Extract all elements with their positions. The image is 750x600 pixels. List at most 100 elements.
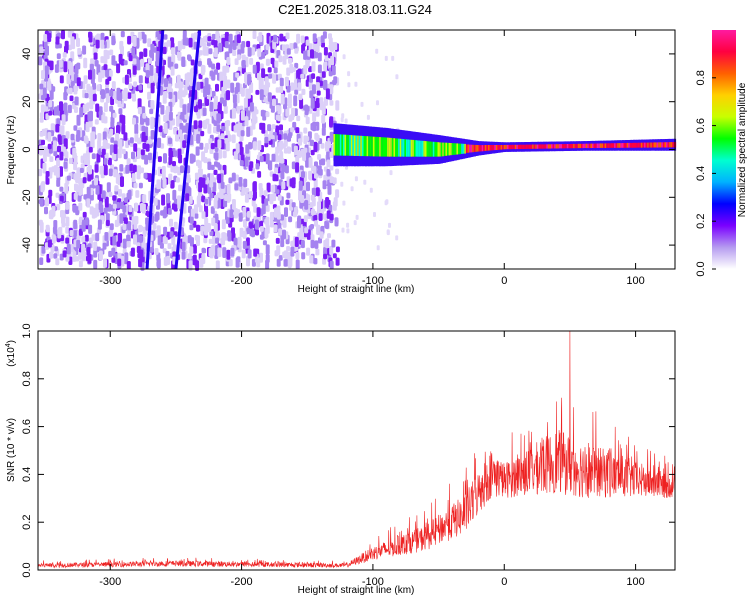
noise-cell bbox=[58, 60, 63, 68]
noise-cell bbox=[52, 140, 57, 152]
noise-cell bbox=[167, 83, 172, 95]
noise-cell bbox=[132, 93, 136, 102]
snr-series-line bbox=[37, 330, 676, 569]
noise-cell bbox=[304, 227, 309, 234]
noise-cell bbox=[261, 68, 266, 78]
signal-core bbox=[352, 135, 355, 156]
signal-core bbox=[639, 142, 642, 148]
noise-cell bbox=[346, 222, 350, 228]
noise-cell bbox=[360, 101, 364, 107]
noise-cell bbox=[192, 254, 197, 266]
signal-core bbox=[391, 138, 394, 157]
noise-cell bbox=[256, 72, 261, 81]
noise-cell bbox=[340, 181, 344, 187]
noise-cell bbox=[286, 146, 291, 152]
noise-cell bbox=[55, 166, 60, 178]
noise-cell bbox=[290, 246, 295, 257]
noise-cell bbox=[38, 56, 43, 66]
noise-cell bbox=[143, 48, 148, 57]
noise-cell bbox=[311, 73, 316, 79]
signal-core bbox=[637, 142, 640, 148]
noise-cell bbox=[224, 194, 229, 201]
noise-cell bbox=[100, 170, 105, 179]
noise-cell bbox=[124, 74, 129, 85]
colorbar-tick-label: 0.8 bbox=[695, 70, 707, 85]
noise-cell bbox=[53, 229, 58, 237]
noise-cell bbox=[188, 260, 193, 271]
noise-cell bbox=[226, 120, 231, 127]
noise-cell bbox=[325, 88, 330, 100]
noise-cell bbox=[174, 83, 179, 89]
noise-cell bbox=[56, 157, 61, 167]
noise-cell bbox=[319, 97, 324, 104]
noise-cell bbox=[59, 195, 64, 202]
noise-cell bbox=[198, 73, 203, 80]
noise-cell bbox=[162, 178, 167, 188]
signal-core bbox=[339, 134, 342, 156]
signal-core bbox=[502, 145, 505, 150]
signal-core bbox=[451, 143, 454, 155]
signal-core bbox=[669, 142, 672, 148]
noise-cell bbox=[97, 133, 102, 142]
noise-cell bbox=[103, 207, 108, 214]
x-tick-label: -300 bbox=[99, 275, 121, 287]
noise-cell bbox=[69, 95, 74, 102]
snr-y-ticks: 0.0 0.2 0.4 0.6 0.8 1.0 bbox=[21, 323, 675, 578]
noise-cell bbox=[354, 176, 358, 182]
noise-cell bbox=[127, 221, 132, 231]
colorbar-tick-label: 0.6 bbox=[695, 118, 707, 133]
noise-cell bbox=[246, 227, 251, 234]
noise-cell bbox=[88, 69, 92, 80]
signal-core bbox=[555, 144, 558, 149]
noise-cell bbox=[59, 186, 64, 192]
noise-cell bbox=[220, 139, 225, 150]
signal-core bbox=[410, 139, 413, 157]
noise-cell bbox=[116, 241, 121, 247]
noise-cell bbox=[335, 100, 340, 111]
signal-core bbox=[500, 145, 503, 150]
noise-cell bbox=[163, 34, 168, 40]
noise-cell bbox=[45, 113, 50, 120]
noise-cell bbox=[176, 51, 181, 59]
noise-cell bbox=[240, 110, 245, 121]
noise-cell bbox=[194, 204, 198, 214]
noise-cell bbox=[209, 101, 214, 112]
noise-cell bbox=[79, 107, 84, 118]
noise-cell bbox=[281, 163, 286, 173]
noise-cell bbox=[363, 179, 367, 185]
noise-cell bbox=[163, 122, 168, 134]
noise-cell bbox=[138, 85, 143, 91]
noise-cell bbox=[274, 60, 279, 68]
signal-core bbox=[384, 137, 387, 157]
noise-cell bbox=[195, 146, 200, 156]
noise-cell bbox=[264, 76, 269, 86]
noise-cell bbox=[103, 165, 108, 176]
noise-cell bbox=[44, 65, 49, 76]
noise-cell bbox=[105, 213, 110, 222]
noise-cell bbox=[175, 177, 180, 183]
noise-cell bbox=[321, 114, 326, 124]
noise-cell bbox=[286, 246, 291, 252]
noise-cell bbox=[275, 87, 280, 93]
signal-core bbox=[543, 144, 546, 149]
noise-cell bbox=[301, 149, 305, 157]
noise-cell bbox=[280, 239, 285, 248]
noise-cell bbox=[93, 212, 98, 218]
noise-cell bbox=[196, 235, 200, 246]
signal-core bbox=[445, 142, 448, 156]
signal-core bbox=[347, 134, 350, 156]
noise-cell bbox=[82, 219, 86, 226]
noise-cell bbox=[105, 219, 110, 227]
signal-core bbox=[336, 134, 339, 156]
signal-core bbox=[380, 137, 383, 157]
signal-core bbox=[658, 142, 661, 148]
signal-core bbox=[544, 144, 547, 149]
noise-cell bbox=[197, 60, 202, 67]
noise-cell bbox=[289, 63, 294, 74]
noise-cell bbox=[243, 219, 247, 228]
noise-cell bbox=[84, 234, 89, 242]
noise-cell bbox=[272, 74, 277, 84]
signal-core bbox=[417, 140, 420, 157]
noise-cell bbox=[61, 222, 66, 228]
noise-cell bbox=[287, 103, 292, 109]
